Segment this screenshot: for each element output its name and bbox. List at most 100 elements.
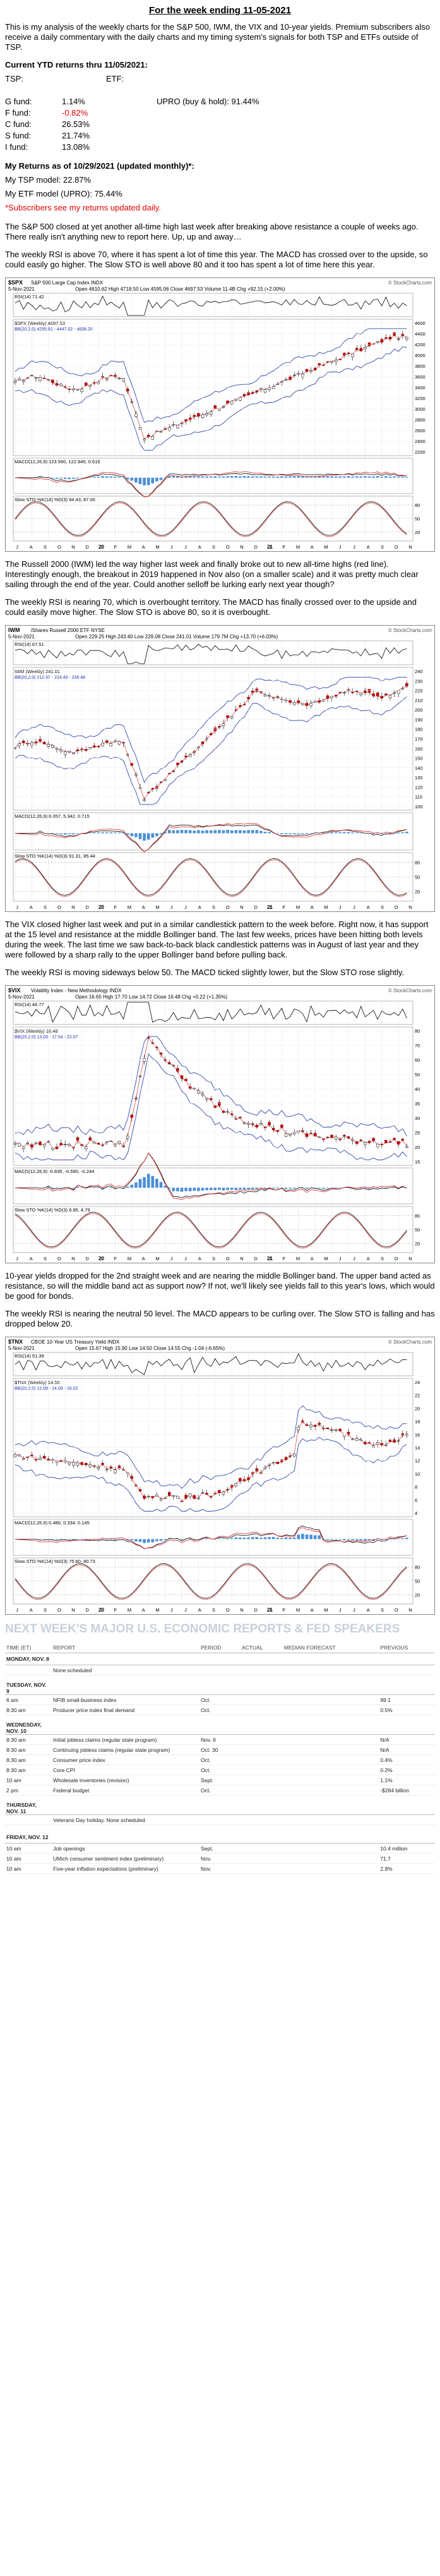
econ-cell — [282, 1853, 379, 1864]
candle — [13, 1454, 17, 1457]
month-tick: J — [269, 1256, 271, 1261]
candle — [347, 1431, 350, 1435]
candle — [30, 375, 33, 376]
month-tick: J — [170, 1256, 173, 1261]
chart-name: Volatility Index - New Methodology INDX — [31, 988, 122, 993]
candle — [218, 1102, 221, 1106]
candle — [380, 1443, 384, 1445]
month-tick: D — [86, 1256, 90, 1261]
candle — [68, 751, 71, 753]
econ-cell — [379, 1814, 435, 1825]
candle — [280, 381, 283, 383]
econ-cell — [379, 1653, 435, 1665]
candle — [130, 401, 134, 403]
price-axis-label: 2800 — [415, 417, 425, 423]
candle — [51, 1459, 54, 1461]
candle — [55, 748, 59, 750]
price-axis-label: 18 — [415, 1419, 420, 1425]
candle — [226, 715, 229, 718]
month-tick: A — [367, 1607, 370, 1613]
month-tick: S — [381, 1256, 384, 1261]
econ-cell: Continuing jobless claims (regular state… — [52, 1744, 199, 1755]
econ-cell: Five-year inflation expectations (prelim… — [52, 1863, 199, 1874]
candle — [72, 1147, 75, 1148]
month-tick: O — [57, 1256, 61, 1261]
month-tick: A — [311, 544, 314, 550]
month-tick: S — [381, 544, 384, 550]
econ-cell — [241, 1785, 283, 1795]
econ-cell — [282, 1744, 379, 1755]
econ-cell: 6 am — [5, 1694, 52, 1705]
econ-cell — [379, 1722, 435, 1735]
month-tick: D — [254, 904, 258, 910]
candle — [184, 1079, 187, 1081]
month-tick: J — [184, 544, 187, 550]
candle — [251, 690, 254, 693]
candle — [405, 683, 408, 686]
candle — [276, 384, 280, 386]
candle — [313, 1425, 317, 1427]
iwm-chart: IWM iShares Russell 2000 ETF NYSE 5-Nov-20… — [5, 625, 435, 912]
candle — [21, 741, 25, 743]
month-tick: N — [240, 1256, 243, 1261]
chart-symbol: IWM — [8, 627, 20, 633]
month-tick: J — [100, 1256, 103, 1261]
month-tick: M — [296, 1607, 300, 1613]
econ-cell — [282, 1665, 379, 1675]
month-tick: A — [30, 544, 33, 550]
candle — [88, 747, 92, 750]
price-axis-label: 12 — [415, 1458, 420, 1464]
month-tick: M — [128, 544, 131, 550]
month-tick: N — [71, 1256, 74, 1261]
month-tick: M — [324, 1256, 328, 1261]
sto-axis-label: 80 — [415, 1565, 420, 1571]
candle — [288, 700, 292, 703]
candle — [276, 696, 280, 698]
econ-cell — [282, 1765, 379, 1775]
econ-cell: 2.9% — [379, 1863, 435, 1874]
econ-cell: 71.7 — [379, 1853, 435, 1864]
econ-cell: 8:30 am — [5, 1754, 52, 1765]
month-tick: O — [226, 904, 230, 910]
candle — [42, 1455, 46, 1459]
month-tick: N — [71, 1607, 74, 1613]
econ-cell — [282, 1694, 379, 1705]
candle — [51, 1148, 54, 1150]
chart-quote: Open 16.65 High 17.70 Low 14.72 Close 16… — [75, 994, 227, 1000]
econ-cell: Oct. — [199, 1754, 241, 1765]
month-tick: O — [395, 544, 398, 550]
price-axis-label: 24 — [415, 1380, 420, 1385]
econ-column-header: PERIOD — [199, 1643, 241, 1653]
candle — [376, 692, 379, 696]
price-axis-label: 2600 — [415, 428, 425, 434]
econ-cell — [282, 1653, 379, 1665]
candle — [93, 1141, 96, 1144]
econ-cell — [282, 1785, 379, 1795]
chart-date: 5-Nov-2021 — [8, 1346, 35, 1351]
price-axis-label: 220 — [415, 688, 423, 694]
candle — [184, 419, 187, 422]
month-tick: D — [254, 1256, 258, 1261]
price-axis-label: 70 — [415, 1043, 420, 1048]
econ-cell: Oct. 30 — [199, 1744, 241, 1755]
candle — [213, 405, 217, 409]
econ-cell — [241, 1853, 283, 1864]
candle — [209, 1098, 213, 1100]
econ-cell — [241, 1814, 283, 1825]
candle — [322, 1428, 325, 1430]
rsi-line — [15, 1002, 407, 1023]
chart-symbol: $TNX — [8, 1339, 23, 1345]
econ-cell: 8:30 am — [5, 1704, 52, 1715]
econ-cell: 0.4% — [379, 1754, 435, 1765]
month-tick: D — [86, 544, 90, 550]
candle — [80, 748, 83, 750]
candle — [222, 406, 225, 408]
sto-axis-label: 20 — [415, 530, 420, 535]
sto-axis-label: 50 — [415, 1579, 420, 1584]
stockcharts-watermark: © StockCharts.com — [388, 1339, 432, 1345]
month-tick: J — [353, 1607, 355, 1613]
month-tick: J — [339, 1607, 342, 1613]
candle — [276, 1130, 280, 1132]
candle — [155, 430, 158, 432]
econ-cell: Sept. — [199, 1775, 241, 1785]
